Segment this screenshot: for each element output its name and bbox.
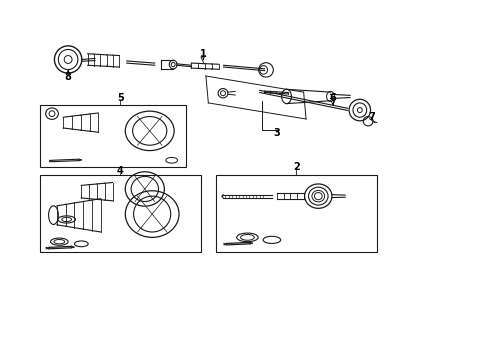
Bar (216, 175, 377, 252)
Text: 5: 5 (117, 93, 124, 103)
Text: 4: 4 (117, 166, 124, 176)
Bar (40, 105, 186, 167)
Text: 8: 8 (65, 72, 72, 82)
Text: 3: 3 (273, 129, 280, 138)
Text: 1: 1 (200, 49, 207, 59)
Text: 7: 7 (368, 112, 375, 122)
Bar (40, 175, 201, 252)
Text: 6: 6 (330, 93, 336, 103)
Text: 2: 2 (293, 162, 300, 172)
